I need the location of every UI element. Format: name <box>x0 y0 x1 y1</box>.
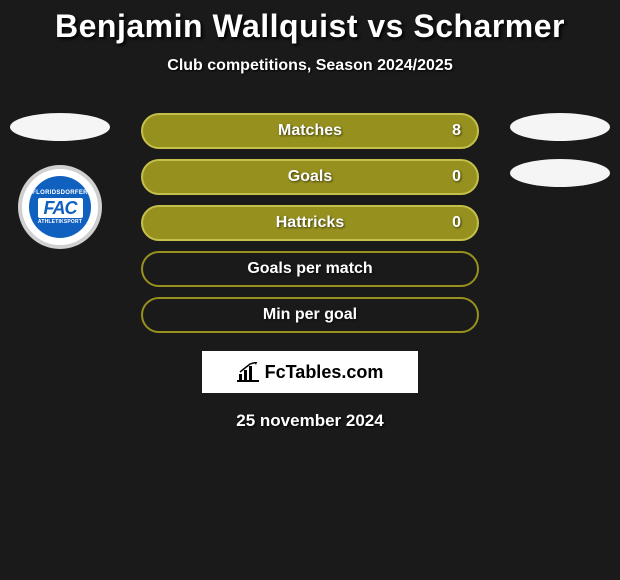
page-title: Benjamin Wallquist vs Scharmer <box>0 8 620 45</box>
comparison-card: Benjamin Wallquist vs Scharmer Club comp… <box>0 0 620 431</box>
club-badge-placeholder <box>510 159 610 187</box>
player-avatar-placeholder <box>10 113 110 141</box>
stat-label: Matches <box>278 122 342 140</box>
stat-value: 8 <box>452 122 461 140</box>
brand-text: FcTables.com <box>265 362 384 383</box>
stat-row-matches: Matches 8 <box>141 113 479 149</box>
right-player-column <box>510 113 610 187</box>
chart-icon <box>237 362 259 382</box>
stat-label: Goals per match <box>247 260 372 278</box>
stat-label: Min per goal <box>263 306 357 324</box>
stat-row-goals-per-match: Goals per match <box>141 251 479 287</box>
subtitle: Club competitions, Season 2024/2025 <box>0 57 620 75</box>
date-text: 25 november 2024 <box>0 411 620 431</box>
comparison-body: FLORIDSDORFER FAC ATHLETIKSPORT Matches … <box>0 113 620 333</box>
club-badge: FLORIDSDORFER FAC ATHLETIKSPORT <box>18 165 102 249</box>
club-text-top: FLORIDSDORFER <box>32 190 88 196</box>
club-text-bot: ATHLETIKSPORT <box>38 220 82 225</box>
stat-row-hattricks: Hattricks 0 <box>141 205 479 241</box>
stat-value: 0 <box>452 168 461 186</box>
stat-label: Goals <box>288 168 332 186</box>
stat-label: Hattricks <box>276 214 344 232</box>
stat-value: 0 <box>452 214 461 232</box>
club-badge-inner: FLORIDSDORFER FAC ATHLETIKSPORT <box>29 176 91 238</box>
stat-rows: Matches 8 Goals 0 Hattricks 0 Goals per … <box>141 113 479 333</box>
club-abbrev: FAC <box>38 198 83 218</box>
stat-row-min-per-goal: Min per goal <box>141 297 479 333</box>
left-player-column: FLORIDSDORFER FAC ATHLETIKSPORT <box>10 113 110 249</box>
stat-row-goals: Goals 0 <box>141 159 479 195</box>
brand-box[interactable]: FcTables.com <box>202 351 418 393</box>
player-avatar-placeholder <box>510 113 610 141</box>
